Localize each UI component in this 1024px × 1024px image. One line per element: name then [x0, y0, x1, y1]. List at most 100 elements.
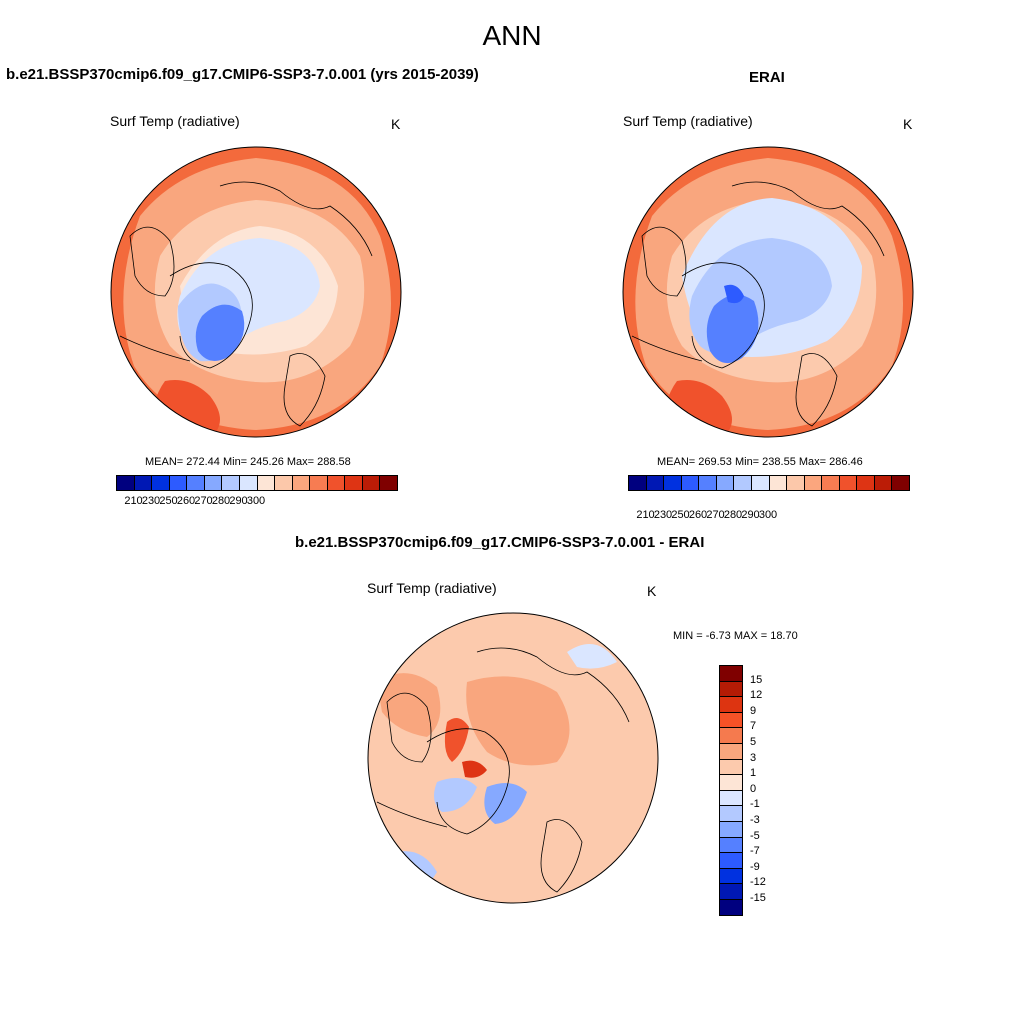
map-border	[622, 146, 914, 438]
colorbar-box	[720, 743, 742, 760]
colorbar-box	[734, 476, 752, 490]
map-coast-greenland	[169, 262, 253, 369]
colorbar-box	[720, 884, 742, 900]
colorbar-tick-label: -7	[750, 845, 760, 858]
colorbar-box	[152, 476, 170, 490]
colorbar-tick-label: 3	[750, 751, 757, 764]
colorbar-tick-label: 260	[688, 509, 708, 521]
map-fill-cold-patch	[433, 778, 477, 812]
map-coast-europe	[540, 819, 583, 893]
colorbar-box	[720, 697, 742, 713]
colorbar-box	[720, 775, 742, 791]
colorbar-box	[629, 476, 647, 490]
model-stats: MEAN= 272.44 Min= 245.26 Max= 288.58	[145, 456, 351, 468]
colorbar-tick-label: 230	[141, 495, 161, 507]
obs-panel-title: ERAI	[749, 69, 785, 86]
colorbar-box	[720, 728, 742, 744]
map-coast-north	[476, 647, 630, 723]
colorbar-tick-label: 250	[159, 495, 178, 507]
map-border	[367, 612, 659, 904]
map-coast-europe	[283, 353, 326, 427]
colorbar-box	[822, 476, 840, 490]
colorbar-tick-label: 210	[124, 495, 143, 507]
colorbar-box	[222, 476, 240, 490]
colorbar-box	[857, 476, 875, 490]
colorbar-box	[646, 476, 665, 490]
map-fill-cold-deep	[706, 294, 759, 364]
map-coast-west	[119, 335, 191, 362]
model-variable-label: Surf Temp (radiative)	[110, 113, 240, 129]
colorbar-tick-label: 5	[750, 736, 757, 748]
map-fill-cold-core	[724, 284, 744, 304]
obs-stats: MEAN= 269.53 Min= 238.55 Max= 286.46	[657, 456, 863, 468]
colorbar-box	[720, 806, 742, 822]
model-panel-title: b.e21.BSSP370cmip6.f09_g17.CMIP6-SSP3-7.…	[6, 66, 479, 83]
colorbar-box	[664, 476, 682, 490]
map-coast-west	[376, 801, 448, 828]
model-colorbar-labels: 210 230 250 260 270 280 290 300	[116, 495, 396, 509]
map-coast-patch	[386, 692, 432, 763]
map-fill-mid-center	[466, 676, 570, 766]
colorbar-box	[787, 476, 805, 490]
model-colorbar	[116, 475, 398, 491]
colorbar-tick-label: -5	[750, 829, 760, 842]
colorbar-box	[187, 476, 205, 490]
map-coast-patch	[641, 226, 687, 297]
colorbar-box	[699, 476, 717, 490]
figure-title: ANN	[482, 20, 542, 51]
diff-polar-map	[367, 612, 659, 904]
colorbar-box	[892, 476, 909, 490]
obs-polar-map	[622, 146, 914, 438]
colorbar-tick-label: -15	[750, 892, 766, 904]
map-fill-warm-strong	[462, 760, 487, 778]
map-coast-greenland	[681, 262, 765, 369]
colorbar-box	[769, 476, 788, 490]
colorbar-box	[327, 476, 346, 490]
colorbar-box	[720, 790, 742, 807]
diff-panel-title: b.e21.BSSP370cmip6.f09_g17.CMIP6-SSP3-7.…	[295, 534, 705, 551]
map-coast-greenland	[426, 728, 510, 835]
colorbar-tick-label: 12	[750, 689, 763, 702]
obs-colorbar	[628, 475, 910, 491]
colorbar-tick-label: 270	[706, 509, 725, 521]
map-fill-cold-patch	[484, 783, 527, 824]
colorbar-tick-label: 300	[246, 495, 266, 507]
colorbar-tick-label: 250	[671, 509, 690, 521]
map-coast-patch	[129, 226, 175, 297]
colorbar-box	[275, 476, 293, 490]
colorbar-box	[720, 681, 742, 698]
colorbar-box	[720, 837, 742, 854]
colorbar-tick-label: 15	[750, 673, 763, 686]
obs-units-label: K	[903, 116, 913, 132]
map-coast-north	[219, 181, 373, 257]
map-coast-europe	[795, 353, 838, 427]
map-coast-west	[631, 335, 703, 362]
colorbar-box	[720, 759, 742, 776]
colorbar-tick-label: 280	[211, 495, 231, 507]
colorbar-box	[380, 476, 397, 490]
colorbar-tick-label: 290	[229, 495, 248, 507]
colorbar-box	[716, 476, 735, 490]
colorbar-tick-label: 280	[723, 509, 743, 521]
colorbar-box	[874, 476, 893, 490]
colorbar-box	[292, 476, 311, 490]
colorbar-box	[720, 853, 742, 869]
colorbar-box	[804, 476, 823, 490]
map-fill-cold-patch	[567, 644, 617, 669]
colorbar-box	[134, 476, 153, 490]
colorbar-tick-label: 260	[176, 495, 196, 507]
model-units-label: K	[391, 116, 401, 132]
map-border	[110, 146, 402, 438]
obs-colorbar-labels: 210 230 250 260 270 280 290 300	[628, 509, 908, 523]
colorbar-tick-label: -1	[750, 798, 760, 811]
diff-stats: MIN = -6.73 MAX = 18.70	[673, 630, 798, 642]
colorbar-box	[257, 476, 276, 490]
colorbar-box	[362, 476, 381, 490]
colorbar-box	[310, 476, 328, 490]
colorbar-box	[345, 476, 363, 490]
colorbar-tick-label: 270	[194, 495, 213, 507]
colorbar-tick-label: 300	[758, 509, 778, 521]
map-coast-north	[731, 181, 885, 257]
colorbar-tick-label: 230	[653, 509, 673, 521]
colorbar-box	[681, 476, 700, 490]
